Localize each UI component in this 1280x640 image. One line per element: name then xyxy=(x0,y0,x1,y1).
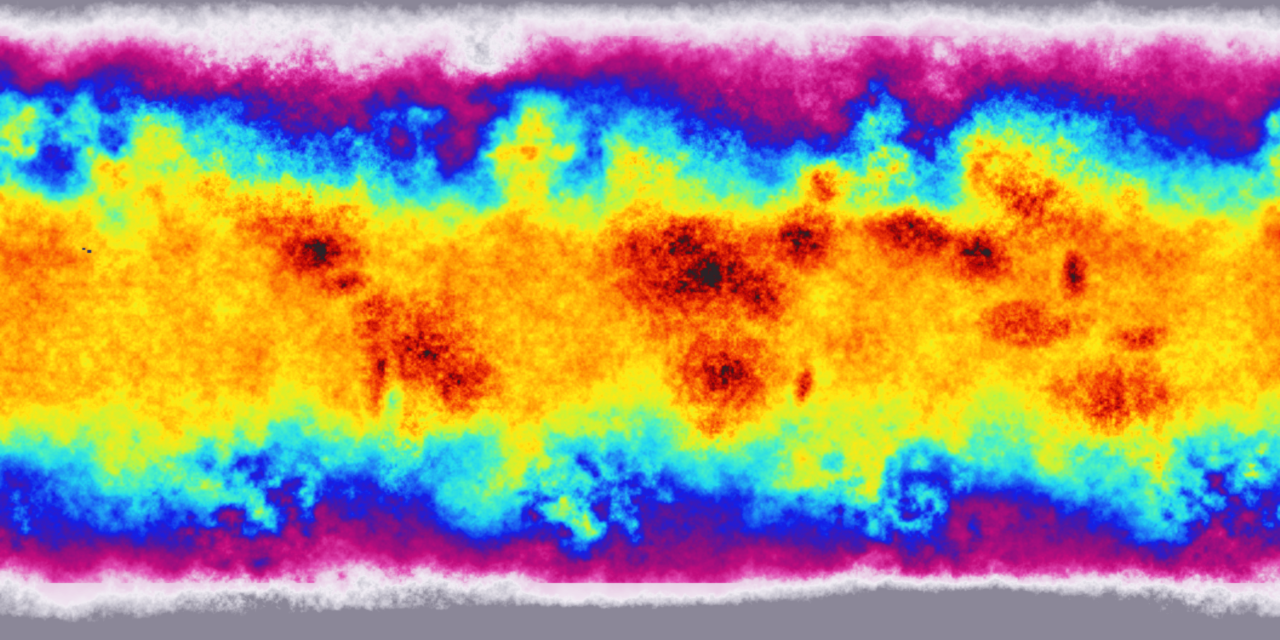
temperature-heatmap-canvas[interactable] xyxy=(0,0,1280,640)
global-temperature-map[interactable]: Global Surface Air Temperature Longitude… xyxy=(0,0,1280,640)
